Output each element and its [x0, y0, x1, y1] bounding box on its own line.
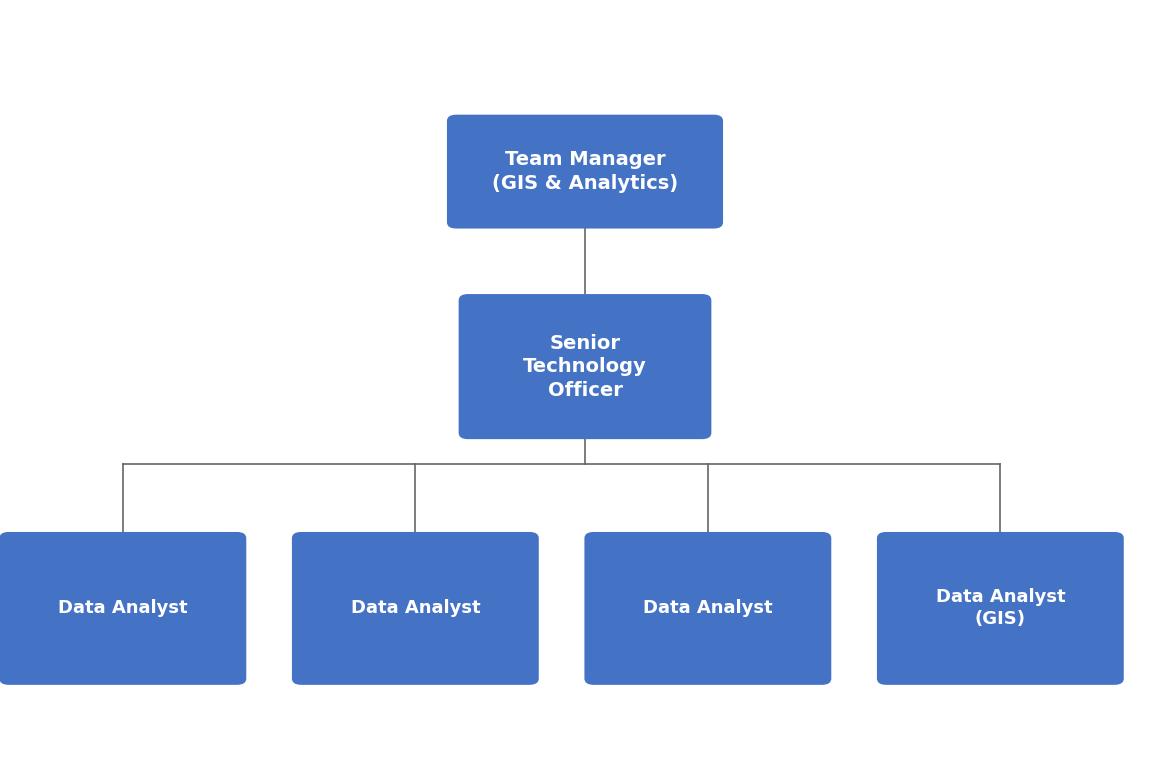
Text: Senior
Technology
Officer: Senior Technology Officer: [523, 334, 647, 399]
Text: Team Manager
(GIS & Analytics): Team Manager (GIS & Analytics): [491, 151, 679, 193]
FancyBboxPatch shape: [0, 532, 247, 685]
FancyBboxPatch shape: [459, 294, 711, 439]
Text: Data Analyst
(GIS): Data Analyst (GIS): [936, 588, 1065, 629]
Text: Data Analyst: Data Analyst: [644, 599, 772, 618]
FancyBboxPatch shape: [878, 532, 1123, 685]
FancyBboxPatch shape: [291, 532, 538, 685]
Text: Data Analyst: Data Analyst: [351, 599, 480, 618]
Text: Data Analyst: Data Analyst: [58, 599, 187, 618]
FancyBboxPatch shape: [584, 532, 831, 685]
FancyBboxPatch shape: [447, 115, 723, 229]
